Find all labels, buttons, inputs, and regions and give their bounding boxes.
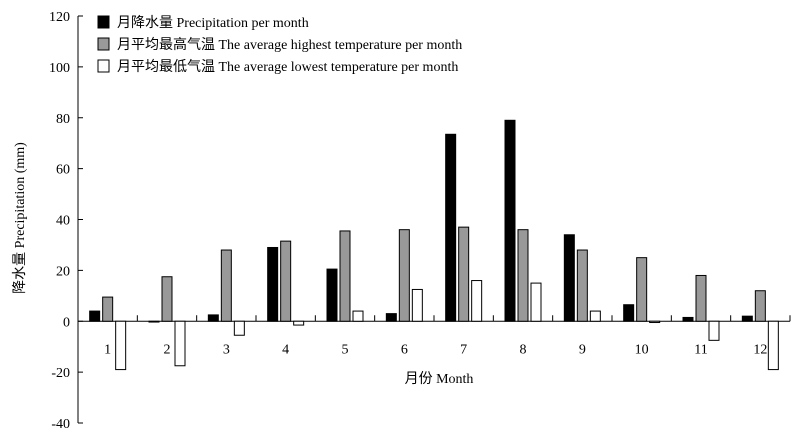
y-tick-label: -20	[51, 366, 70, 381]
bar-series-2	[280, 240, 292, 322]
x-axis-title: 月份 Month	[405, 371, 474, 387]
bar-series-3	[708, 320, 720, 341]
bar-series-3	[589, 310, 601, 322]
bar-series-3	[233, 320, 245, 336]
y-tick-label: 20	[56, 264, 70, 279]
bar-series-2	[339, 230, 351, 322]
bar-series-1	[385, 313, 397, 322]
x-tick-labels: 1 2 3 4 5 6 7 8 9 10 11 12	[104, 342, 767, 357]
legend: 月降水量 Precipitation per month 月平均最高气温 The …	[97, 15, 462, 75]
legend-label-1: 月降水量 Precipitation per month	[117, 15, 309, 31]
bar-series-2	[102, 296, 114, 322]
bar-series-2	[695, 274, 707, 322]
bar-series-2	[220, 249, 232, 322]
bar-series-2	[636, 257, 648, 322]
y-tick-label: 80	[56, 112, 70, 127]
bar-series-1	[267, 246, 279, 322]
x-tick-label: 7	[460, 342, 467, 357]
bars	[89, 119, 779, 371]
x-tick-label: 4	[282, 342, 289, 357]
x-tick-label: 2	[164, 342, 171, 357]
legend-swatch-3	[97, 59, 110, 73]
x-tick-label: 10	[635, 342, 649, 357]
legend-swatch-1	[97, 15, 110, 29]
bar-series-1	[682, 316, 694, 322]
bar-series-3	[411, 288, 423, 322]
x-tick-label: 12	[753, 342, 767, 357]
bar-series-3	[471, 280, 483, 322]
bar-series-1	[504, 119, 516, 322]
x-tick-label: 3	[223, 342, 230, 357]
bar-series-3	[293, 320, 305, 326]
bar-series-1	[445, 133, 457, 322]
bar-series-3	[649, 320, 661, 324]
bar-series-1	[89, 310, 101, 322]
bar-series-2	[517, 229, 529, 322]
y-tick-label: -40	[51, 417, 70, 432]
bar-series-2	[398, 229, 410, 322]
legend-swatch-2	[97, 37, 110, 51]
x-tick-label: 11	[694, 342, 707, 357]
bar-series-3	[530, 282, 542, 322]
x-tick-label: 9	[579, 342, 586, 357]
y-tick-label: 100	[49, 61, 70, 76]
axes: -40 -20 0 20 40 60 80 100 120	[49, 10, 791, 432]
bar-series-3	[115, 320, 127, 371]
legend-label-3: 月平均最低气温 The average lowest temperature p…	[117, 59, 458, 75]
bar-series-3	[767, 320, 779, 371]
bar-series-2	[458, 226, 470, 322]
x-tick-label: 5	[342, 342, 349, 357]
x-tick-label: 6	[401, 342, 408, 357]
bar-series-1	[207, 314, 219, 322]
y-tick-label: 120	[49, 10, 70, 25]
bar-series-3	[352, 310, 364, 322]
x-tick-label: 1	[104, 342, 111, 357]
bar-series-1	[148, 320, 160, 323]
bar-series-2	[576, 249, 588, 322]
bar-series-1	[563, 234, 575, 322]
y-tick-label: 0	[63, 315, 70, 330]
y-tick-label: 40	[56, 214, 70, 229]
bar-series-2	[754, 290, 766, 322]
bar-series-1	[741, 315, 753, 322]
y-tick-label: 60	[56, 163, 70, 178]
bar-series-1	[326, 268, 338, 322]
bar-series-3	[174, 320, 186, 367]
x-tick-label: 8	[520, 342, 527, 357]
y-axis-title: 降水量 Precipitation (mm)	[12, 142, 28, 294]
legend-label-2: 月平均最高气温 The average highest temperature …	[117, 36, 462, 53]
bar-series-1	[623, 304, 635, 322]
bar-series-2	[161, 276, 173, 322]
